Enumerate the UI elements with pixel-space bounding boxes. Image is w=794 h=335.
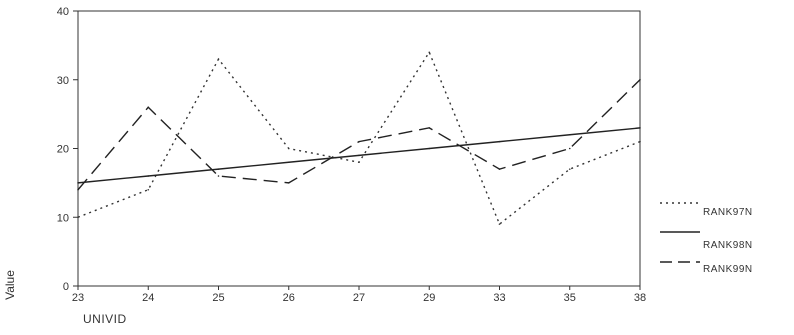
data-point-rank97n: [639, 140, 641, 143]
data-point-rank97n: [498, 223, 501, 225]
data-point-rank98n: [77, 182, 79, 184]
data-point-rank99n: [428, 127, 431, 129]
data-point-rank97n: [217, 58, 220, 60]
y-tick-label: 40: [57, 6, 69, 18]
y-tick-label: 30: [57, 75, 69, 87]
data-point-rank99n: [498, 168, 501, 170]
series-line-rank97n: [77, 50, 641, 226]
y-tick-label: 20: [57, 144, 69, 156]
data-point-rank98n: [568, 133, 571, 136]
data-point-rank98n: [639, 127, 641, 129]
data-point-rank99n: [147, 106, 150, 109]
legend-label-rank99n: RANK99N: [703, 264, 753, 275]
x-tick-label: 35: [564, 292, 576, 304]
data-point-rank97n: [77, 216, 79, 219]
series-line-rank99n: [77, 79, 641, 191]
data-point-rank99n: [639, 78, 641, 81]
y-axis-ticks: 0 10 20 30 40: [57, 6, 78, 293]
x-axis-label: UNIVID: [83, 312, 127, 326]
y-axis-label: Value: [3, 270, 17, 300]
x-axis-ticks: 23 24 25 26 27 29 33 35 38: [72, 286, 646, 304]
x-tick-label: 29: [423, 292, 435, 304]
data-point-rank98n: [287, 161, 290, 164]
data-point-rank99n: [568, 147, 571, 150]
legend-label-rank97n: RANK97N: [703, 207, 753, 218]
data-point-rank98n: [358, 154, 360, 157]
x-tick-label: 26: [283, 292, 295, 304]
data-point-rank98n: [217, 168, 220, 170]
x-tick-label: 24: [142, 292, 154, 304]
data-point-rank99n: [217, 175, 220, 177]
data-point-rank97n: [147, 188, 150, 191]
data-point-rank98n: [147, 175, 150, 177]
data-point-rank99n: [287, 182, 290, 184]
series-layer: [77, 50, 641, 226]
data-point-rank99n: [77, 188, 79, 191]
data-point-rank99n: [358, 140, 360, 143]
x-tick-label: 33: [493, 292, 505, 304]
data-point-rank98n: [498, 140, 501, 143]
x-tick-label: 38: [634, 292, 646, 304]
data-point-rank97n: [358, 161, 360, 164]
legend-label-rank98n: RANK98N: [703, 240, 753, 251]
data-point-rank97n: [287, 147, 290, 150]
y-tick-label: 0: [63, 281, 69, 293]
y-tick-label: 10: [57, 212, 69, 224]
data-point-rank98n: [428, 147, 431, 150]
data-point-rank97n: [568, 168, 571, 170]
x-tick-label: 25: [212, 292, 224, 304]
x-tick-label: 23: [72, 292, 84, 304]
legend: RANK97N RANK98N RANK99N: [660, 202, 753, 275]
plot-area-frame: [77, 10, 641, 287]
data-point-rank97n: [428, 51, 431, 54]
x-tick-label: 27: [353, 292, 365, 304]
